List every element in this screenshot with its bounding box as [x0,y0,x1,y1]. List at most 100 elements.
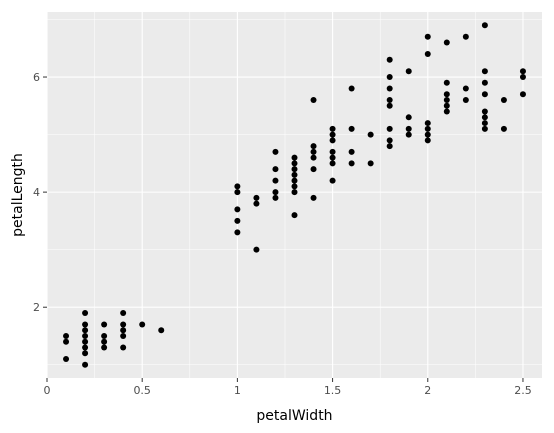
data-point [348,125,355,132]
data-point [253,200,260,207]
data-point [120,321,127,328]
data-point [63,356,70,363]
data-point [101,338,108,345]
data-point [386,125,393,132]
data-point [291,166,298,173]
data-point [310,154,317,161]
data-point [519,91,526,98]
y-tick-label: 2 [33,301,40,314]
data-point [82,344,89,351]
data-point [234,189,241,196]
y-tick-label: 4 [33,186,40,199]
data-point [424,137,431,144]
data-point [82,338,89,345]
data-point [386,143,393,150]
data-point [424,51,431,58]
data-point [481,22,488,29]
data-point [348,148,355,155]
data-point [386,137,393,144]
x-axis-title: petalWidth [256,408,332,424]
data-point [329,137,336,144]
data-point [234,206,241,213]
data-point [348,85,355,92]
data-point [443,108,450,115]
data-point [310,143,317,150]
data-point [82,361,89,368]
data-point [443,97,450,104]
data-point [405,125,412,132]
data-point [481,125,488,132]
data-point [367,131,374,138]
data-point [234,229,241,236]
data-point [291,189,298,196]
data-point [291,160,298,167]
data-point [424,131,431,138]
data-point [519,68,526,75]
data-point [329,160,336,167]
data-point [500,125,507,132]
data-point [443,79,450,86]
data-point [329,154,336,161]
data-point [253,246,260,253]
data-point [82,350,89,357]
data-points [63,22,526,368]
x-tick-label: 1.5 [324,384,342,397]
data-point [291,183,298,190]
data-point [272,189,279,196]
data-point [101,332,108,339]
data-point [329,125,336,132]
data-point [386,85,393,92]
x-tick-label: 1 [234,384,241,397]
data-point [310,166,317,173]
data-point [310,97,317,104]
x-tick-label: 2 [424,384,431,397]
data-point [82,327,89,334]
y-tick-label: 6 [33,71,40,84]
data-point [386,97,393,104]
x-axis-ticks: 0 0.5 1 1.5 2 2.5 [44,378,532,397]
data-point [82,321,89,328]
data-point [500,97,507,104]
data-point [120,344,127,351]
data-point [462,33,469,40]
x-tick-label: 0.5 [133,384,151,397]
data-point [386,102,393,109]
data-point [158,327,165,334]
data-point [310,194,317,201]
data-point [481,68,488,75]
data-point [348,160,355,167]
x-tick-label: 2.5 [514,384,532,397]
data-point [481,114,488,121]
data-point [481,91,488,98]
data-point [82,309,89,316]
data-point [234,183,241,190]
data-point [63,332,70,339]
data-point [405,131,412,138]
data-point [481,79,488,86]
data-point [519,74,526,81]
data-point [443,39,450,46]
major-gridlines [46,12,542,378]
data-point [272,177,279,184]
data-point [329,177,336,184]
data-point [443,102,450,109]
data-point [386,56,393,63]
data-point [481,108,488,115]
minor-gridlines [47,12,542,378]
y-axis-ticks: 2 4 6 [33,71,47,314]
data-point [101,344,108,351]
data-point [329,131,336,138]
data-point [481,120,488,127]
data-point [291,171,298,178]
data-point [424,120,431,127]
data-point [443,91,450,98]
data-point [367,160,374,167]
data-point [291,212,298,219]
data-point [291,177,298,184]
data-point [462,97,469,104]
data-point [272,194,279,201]
data-point [405,114,412,121]
data-point [424,125,431,132]
data-point [386,74,393,81]
